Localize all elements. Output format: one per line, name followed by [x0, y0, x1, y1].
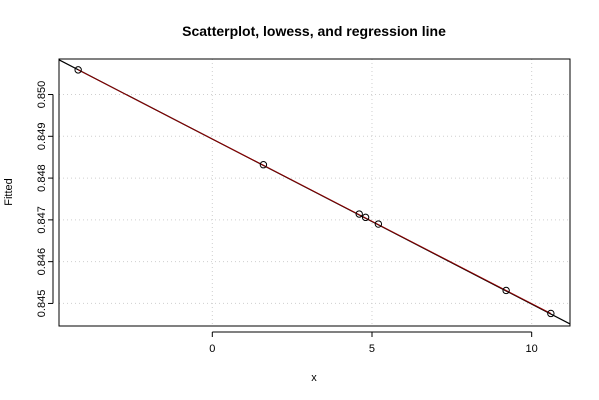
lowess-line [77, 69, 552, 314]
data-point [361, 213, 370, 222]
grid-layer [59, 59, 570, 326]
data-point [259, 161, 268, 169]
data-point [502, 286, 510, 295]
y-tick-label: 0.846 [36, 248, 48, 276]
y-tick-label: 0.845 [36, 290, 48, 318]
x-axis-label: x [311, 372, 317, 384]
lines-layer [58, 59, 571, 325]
data-point [355, 210, 363, 218]
y-axis-label: Fitted [3, 178, 15, 206]
y-tick-label: 0.848 [36, 164, 48, 192]
chart-title: Scatterplot, lowess, and regression line [182, 23, 446, 39]
y-tick-label: 0.847 [36, 206, 48, 234]
x-tick-label: 10 [526, 343, 538, 355]
data-point [547, 309, 555, 318]
plot-frame [58, 58, 571, 327]
data-point [74, 66, 82, 74]
y-tick-label: 0.850 [36, 81, 48, 109]
y-tick-label: 0.849 [36, 123, 48, 151]
x-tick-label: 0 [209, 343, 215, 355]
axes-layer: 0 5 10 0.845 0.846 0.847 0.848 0.849 0.850 [36, 81, 538, 355]
points-layer [74, 66, 555, 318]
data-point [374, 220, 383, 228]
x-tick-label: 5 [369, 343, 375, 355]
